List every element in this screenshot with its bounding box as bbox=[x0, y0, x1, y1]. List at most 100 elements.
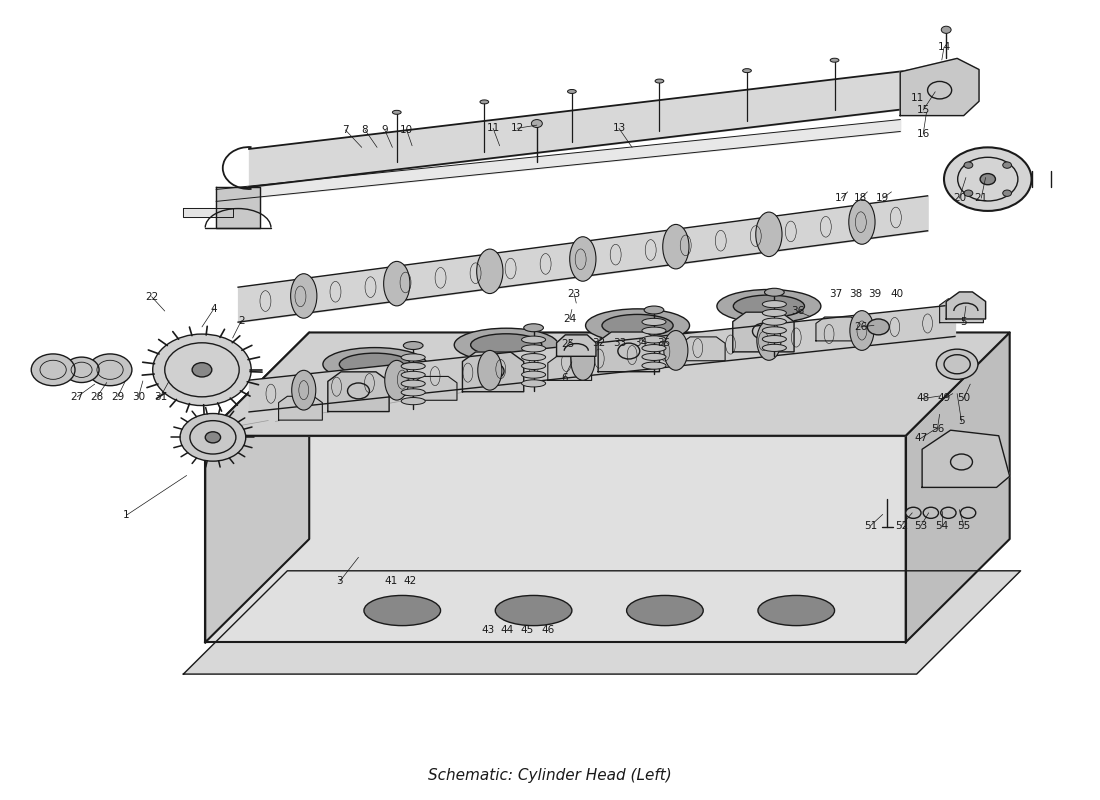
Polygon shape bbox=[598, 332, 659, 372]
Text: 28: 28 bbox=[90, 392, 103, 402]
Polygon shape bbox=[922, 430, 1010, 487]
Text: 31: 31 bbox=[154, 392, 167, 402]
Ellipse shape bbox=[521, 345, 546, 352]
Ellipse shape bbox=[946, 75, 954, 81]
Ellipse shape bbox=[645, 306, 663, 314]
Ellipse shape bbox=[471, 334, 542, 356]
Text: 34: 34 bbox=[635, 338, 648, 348]
Text: 27: 27 bbox=[70, 392, 84, 402]
Ellipse shape bbox=[762, 344, 786, 351]
Ellipse shape bbox=[960, 507, 976, 518]
Text: 4: 4 bbox=[211, 304, 218, 314]
Text: 5: 5 bbox=[960, 317, 967, 327]
Text: 13: 13 bbox=[613, 123, 626, 134]
Text: 40: 40 bbox=[890, 289, 903, 298]
Text: 17: 17 bbox=[835, 194, 848, 203]
Ellipse shape bbox=[868, 319, 889, 335]
Text: 51: 51 bbox=[864, 521, 878, 530]
Ellipse shape bbox=[480, 100, 488, 104]
Polygon shape bbox=[733, 312, 794, 352]
Text: 10: 10 bbox=[400, 125, 414, 135]
Ellipse shape bbox=[762, 318, 786, 326]
Text: 23: 23 bbox=[568, 289, 581, 298]
Ellipse shape bbox=[521, 336, 546, 343]
Text: 55: 55 bbox=[957, 521, 970, 530]
Ellipse shape bbox=[926, 84, 939, 94]
Ellipse shape bbox=[31, 354, 75, 386]
Ellipse shape bbox=[642, 318, 666, 326]
Text: 30: 30 bbox=[132, 392, 145, 402]
Text: 2: 2 bbox=[238, 315, 244, 326]
Text: 32: 32 bbox=[593, 338, 606, 348]
Ellipse shape bbox=[402, 371, 426, 378]
Ellipse shape bbox=[153, 334, 251, 406]
Ellipse shape bbox=[905, 507, 921, 518]
Ellipse shape bbox=[180, 414, 245, 461]
Ellipse shape bbox=[495, 595, 572, 626]
Ellipse shape bbox=[903, 66, 964, 110]
Ellipse shape bbox=[742, 69, 751, 73]
Ellipse shape bbox=[756, 212, 782, 257]
Polygon shape bbox=[278, 396, 322, 420]
Ellipse shape bbox=[734, 295, 804, 318]
Polygon shape bbox=[184, 571, 1021, 674]
Ellipse shape bbox=[521, 354, 546, 361]
Polygon shape bbox=[557, 335, 596, 356]
Ellipse shape bbox=[764, 288, 784, 296]
Text: 37: 37 bbox=[829, 289, 843, 298]
Ellipse shape bbox=[1003, 162, 1012, 168]
Ellipse shape bbox=[830, 58, 839, 62]
Ellipse shape bbox=[964, 190, 972, 196]
Ellipse shape bbox=[762, 327, 786, 334]
Ellipse shape bbox=[571, 341, 595, 380]
Polygon shape bbox=[905, 333, 1010, 642]
Ellipse shape bbox=[402, 380, 426, 387]
Text: 44: 44 bbox=[500, 626, 514, 635]
Ellipse shape bbox=[642, 345, 666, 352]
Ellipse shape bbox=[521, 380, 546, 387]
Ellipse shape bbox=[762, 310, 786, 317]
Ellipse shape bbox=[717, 290, 821, 323]
Text: 8: 8 bbox=[362, 125, 369, 135]
Ellipse shape bbox=[849, 200, 876, 244]
Text: 49: 49 bbox=[937, 394, 950, 403]
Polygon shape bbox=[206, 333, 309, 642]
Text: 43: 43 bbox=[481, 626, 494, 635]
Text: Schematic: Cylinder Head (Left): Schematic: Cylinder Head (Left) bbox=[428, 768, 672, 783]
Ellipse shape bbox=[850, 310, 875, 350]
Ellipse shape bbox=[292, 370, 316, 410]
Ellipse shape bbox=[290, 274, 317, 318]
Ellipse shape bbox=[402, 398, 426, 405]
Ellipse shape bbox=[913, 96, 920, 102]
Text: 39: 39 bbox=[868, 289, 882, 298]
Ellipse shape bbox=[364, 595, 441, 626]
Ellipse shape bbox=[570, 237, 596, 282]
Text: 52: 52 bbox=[894, 521, 908, 530]
Polygon shape bbox=[548, 357, 592, 381]
Polygon shape bbox=[414, 377, 456, 400]
Text: 3: 3 bbox=[337, 576, 343, 586]
Ellipse shape bbox=[521, 362, 546, 370]
Text: 33: 33 bbox=[614, 338, 627, 348]
Text: 24: 24 bbox=[563, 314, 576, 324]
Ellipse shape bbox=[568, 90, 576, 94]
Ellipse shape bbox=[642, 354, 666, 361]
Ellipse shape bbox=[476, 249, 503, 294]
Ellipse shape bbox=[642, 336, 666, 343]
Ellipse shape bbox=[521, 371, 546, 378]
Ellipse shape bbox=[192, 362, 212, 377]
Polygon shape bbox=[681, 337, 725, 361]
Ellipse shape bbox=[454, 328, 558, 362]
Text: 11: 11 bbox=[486, 123, 499, 134]
Ellipse shape bbox=[642, 327, 666, 334]
Polygon shape bbox=[206, 436, 905, 642]
Polygon shape bbox=[217, 187, 260, 228]
Ellipse shape bbox=[663, 330, 688, 370]
Text: 38: 38 bbox=[849, 289, 862, 298]
Ellipse shape bbox=[64, 357, 99, 382]
Text: 25: 25 bbox=[561, 339, 574, 350]
Text: 1: 1 bbox=[123, 510, 130, 520]
Ellipse shape bbox=[88, 354, 132, 386]
Text: 47: 47 bbox=[914, 433, 927, 443]
Text: 18: 18 bbox=[855, 194, 868, 203]
